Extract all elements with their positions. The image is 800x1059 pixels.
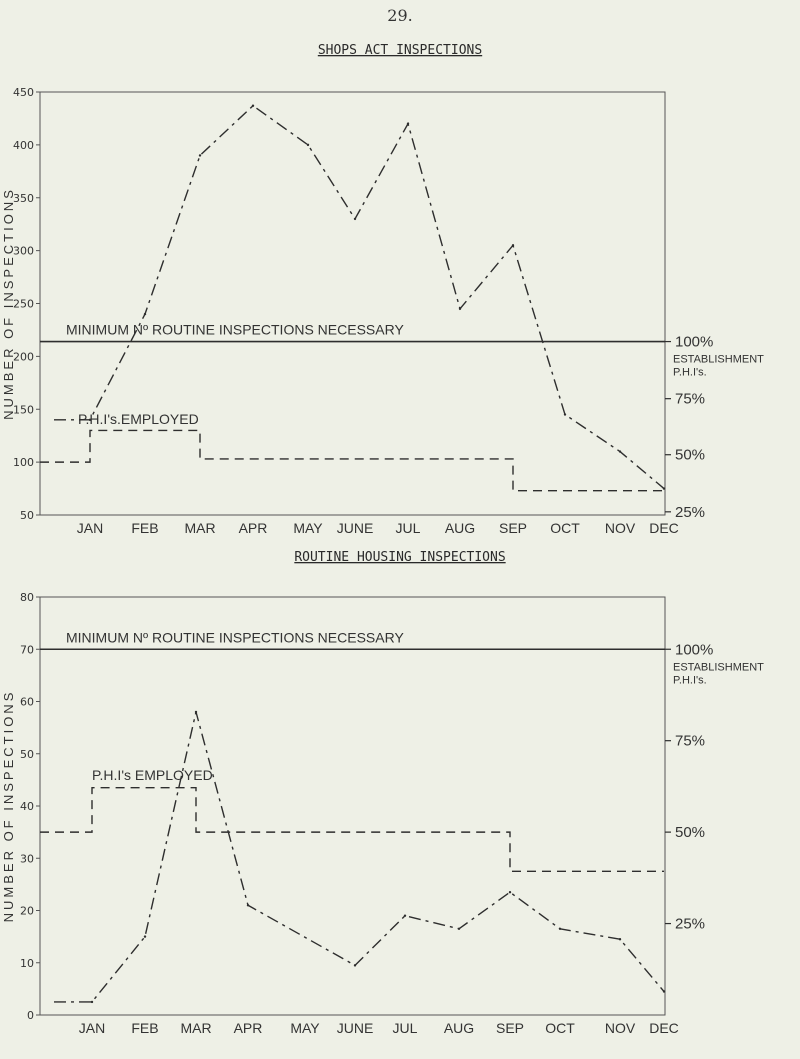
shops-x-tick-label: SEP	[499, 520, 527, 536]
shops-pct-label: 50%	[675, 447, 705, 464]
shops-establishment-label: ESTABLISHMENT	[673, 354, 764, 366]
housing-pct-label: 25%	[675, 916, 705, 933]
housing-y-tick-label: 30	[20, 852, 34, 865]
housing-establishment-label: ESTABLISHMENT	[673, 661, 764, 673]
shops-inspections-point	[511, 244, 515, 247]
shops-x-tick-label: MAR	[184, 520, 215, 536]
housing-inspections-point	[246, 904, 250, 907]
shops-x-tick-label: AUG	[445, 520, 475, 536]
housing-pct-label: 100%	[675, 641, 713, 658]
shops-inspections-point	[618, 450, 622, 453]
shops-y-tick-label: 250	[13, 298, 34, 311]
housing-plot-frame	[39, 596, 666, 1016]
housing-inspections-point	[90, 1000, 94, 1004]
shops-y-tick-label: 200	[13, 350, 34, 363]
housing-inspections-point	[403, 914, 407, 917]
housing-inspections-point	[618, 938, 622, 941]
shops-chart-title: SHOPS ACT INSPECTIONS	[318, 43, 482, 58]
shops-y-tick-label: 100	[13, 456, 34, 469]
housing-x-tick-label: APR	[234, 1020, 263, 1036]
shops-y-tick-label: 350	[13, 192, 34, 205]
housing-x-tick-label: JUL	[393, 1020, 418, 1036]
shops-minimum-label: MINIMUM Nº ROUTINE INSPECTIONS NECESSARY	[66, 322, 404, 338]
shops-x-tick-label: JUNE	[337, 520, 374, 536]
housing-inspections-line	[54, 711, 665, 1003]
housing-x-tick-label: JUNE	[337, 1020, 374, 1036]
shops-pct-label: 100%	[675, 334, 713, 351]
housing-inspections-point	[558, 927, 562, 930]
housing-chart-title: ROUTINE HOUSING INSPECTIONS	[294, 550, 505, 565]
housing-y-tick-label: 0	[27, 1009, 34, 1022]
housing-inspections-point	[662, 990, 666, 993]
shops-x-tick-label: NOV	[605, 520, 636, 536]
shops-employed-step-line	[40, 429, 664, 492]
housing-x-tick-label: JAN	[79, 1020, 105, 1036]
shops-inspections-point	[198, 154, 202, 157]
housing-establishment-label: P.H.I's.	[673, 674, 707, 686]
housing-y-tick-label: 50	[20, 748, 34, 761]
housing-y-tick-label: 20	[20, 905, 34, 918]
shops-pct-label: 25%	[675, 504, 705, 521]
shops-y-axis-label: NUMBER OF INSPECTIONS	[1, 187, 16, 420]
shops-inspections-point	[406, 122, 410, 125]
shops-x-tick-label: JAN	[77, 520, 103, 536]
housing-y-tick-label: 40	[20, 800, 34, 813]
shops-x-tick-label: FEB	[131, 520, 158, 536]
housing-x-tick-label: MAY	[290, 1020, 320, 1036]
shops-inspections-point	[251, 104, 255, 107]
housing-inspections-point	[457, 927, 461, 930]
housing-minimum-label: MINIMUM Nº ROUTINE INSPECTIONS NECESSARY	[66, 629, 404, 645]
shops-inspections-point	[458, 307, 462, 310]
shops-inspections-point	[662, 487, 666, 490]
shops-x-tick-label: APR	[239, 520, 268, 536]
housing-x-tick-label: FEB	[131, 1020, 158, 1036]
housing-y-tick-label: 70	[20, 643, 34, 656]
housing-x-tick-label: DEC	[649, 1020, 679, 1036]
shops-employed-label: P.H.I's.EMPLOYED	[78, 411, 199, 427]
shops-x-tick-label: OCT	[550, 520, 580, 536]
housing-x-tick-label: NOV	[605, 1020, 636, 1036]
shops-inspections-point	[563, 413, 567, 416]
shops-inspections-point	[143, 312, 147, 316]
shops-inspections-point	[353, 217, 357, 221]
shops-plot-frame	[39, 91, 666, 516]
shops-inspections-point	[306, 143, 310, 147]
shops-x-tick-label: JUL	[396, 520, 421, 536]
housing-employed-label: P.H.I's EMPLOYED	[92, 767, 213, 783]
shops-x-tick-label: MAY	[293, 520, 323, 536]
housing-pct-label: 75%	[675, 733, 705, 750]
housing-y-tick-label: 60	[20, 696, 34, 709]
shops-y-tick-label: 50	[20, 509, 34, 522]
housing-y-tick-label: 10	[20, 957, 34, 970]
housing-x-tick-label: SEP	[496, 1020, 524, 1036]
housing-inspections-point	[508, 891, 512, 894]
housing-y-axis-label: NUMBER OF INSPECTIONS	[1, 690, 16, 923]
housing-inspections-point	[353, 964, 357, 967]
housing-x-tick-label: MAR	[180, 1020, 211, 1036]
shops-inspections-point	[88, 418, 92, 422]
housing-inspections-point	[194, 710, 198, 714]
housing-pct-label: 50%	[675, 824, 705, 841]
shops-y-tick-label: 150	[13, 403, 34, 416]
shops-establishment-label: P.H.I's.	[673, 367, 707, 379]
shops-x-tick-label: DEC	[649, 520, 679, 536]
housing-employed-step-line	[40, 787, 664, 873]
shops-pct-label: 75%	[675, 391, 705, 408]
housing-x-tick-label: AUG	[444, 1020, 474, 1036]
housing-x-tick-label: OCT	[545, 1020, 575, 1036]
shops-y-tick-label: 400	[13, 139, 34, 152]
shops-inspections-line	[54, 104, 665, 490]
shops-y-tick-label: 300	[13, 245, 34, 258]
housing-inspections-point	[143, 935, 147, 938]
page-number: 29.	[387, 6, 413, 25]
shops-y-tick-label: 450	[13, 86, 34, 99]
housing-y-tick-label: 80	[20, 591, 34, 604]
